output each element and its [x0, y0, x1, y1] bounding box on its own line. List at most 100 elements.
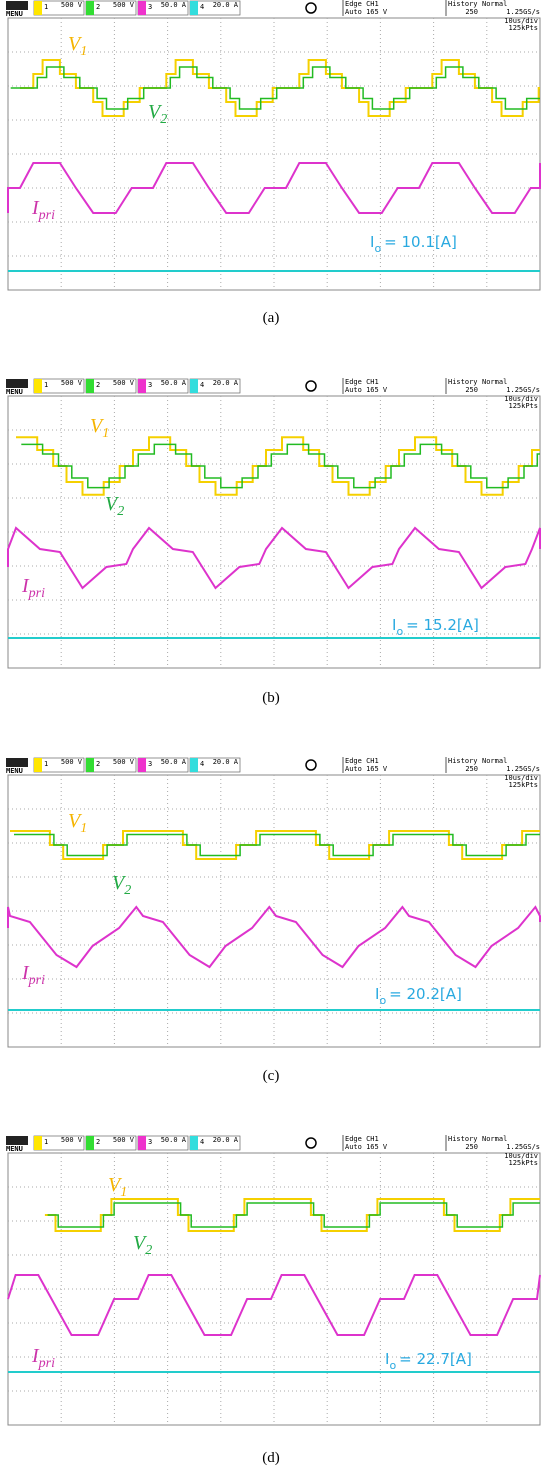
channel-number: 4 [200, 3, 204, 11]
caption: (c) [263, 1068, 280, 1084]
channel-scale: 500 V [113, 758, 135, 766]
label-sub: o [379, 994, 386, 1007]
channel-scale: 20.0 A [213, 379, 239, 387]
waveform-label: V2 [148, 101, 167, 127]
menu-icon [6, 1136, 28, 1145]
label-sub: pri [38, 208, 55, 223]
waveform-label: V1 [108, 1174, 127, 1200]
label-base: V [90, 415, 105, 437]
channel-number: 4 [200, 760, 204, 768]
channel-number: 2 [96, 381, 100, 389]
waveform-v1 [44, 1198, 540, 1232]
scope-panel: MENU 1 500 V 2 500 V 3 50.0 A 4 20.0 A Edge CH1Au… [6, 0, 541, 291]
waveform-label: V1 [68, 810, 87, 836]
channel-scale: 20.0 A [213, 758, 239, 766]
waveform-label: V2 [112, 872, 131, 898]
channel-color [190, 758, 198, 772]
channel-scale: 500 V [113, 1, 135, 9]
label-base: V [105, 493, 120, 515]
timebase-text: 10us/div [504, 1152, 538, 1160]
history-text: 250 [465, 1143, 478, 1151]
label-base: I [21, 962, 30, 984]
channel-number: 1 [44, 381, 48, 389]
waveform-v1 [10, 830, 540, 860]
trigger-text: Auto 165 V [345, 8, 388, 16]
waveform-v2 [10, 66, 540, 110]
mode-text: 1.25GS/s [506, 8, 540, 16]
channel-scale: 50.0 A [161, 1136, 187, 1144]
channel-color [86, 1136, 94, 1150]
trigger-text: Auto 165 V [345, 386, 388, 394]
channel-scale: 500 V [61, 758, 83, 766]
label-base: V [133, 1232, 148, 1254]
label-base: V [108, 1174, 123, 1196]
label-base: I [392, 616, 396, 634]
trigger-text: Edge CH1 [345, 1135, 379, 1143]
label-sub: o [389, 1359, 396, 1372]
history-text: 250 [465, 386, 478, 394]
channel-scale: 500 V [113, 379, 135, 387]
scope-panel: MENU 1 500 V 2 500 V 3 50.0 A 4 20.0 A Edge CH1Au… [6, 1135, 541, 1426]
history-text: 250 [465, 8, 478, 16]
label-sub: pri [28, 973, 45, 988]
waveform-ipri [7, 526, 541, 590]
label-base: V [112, 872, 127, 894]
waveform-label: V2 [133, 1232, 152, 1258]
label-sub: pri [28, 586, 45, 601]
label-base: V [68, 810, 83, 832]
channel-color [138, 758, 146, 772]
menu-icon [6, 758, 28, 767]
label-sub: 1 [80, 44, 87, 59]
waveform-ipri [7, 1274, 541, 1336]
mode-text: Normal [482, 0, 507, 8]
scope-panel: MENU 1 500 V 2 500 V 3 50.0 A 4 20.0 A Edge CH1Au… [6, 757, 541, 1048]
timebase-text: 125kPts [508, 24, 538, 32]
channel-color [190, 1136, 198, 1150]
mode-text: Normal [482, 378, 507, 386]
waveform-label: Io = 15.2[A] [392, 616, 479, 638]
channel-color [138, 1, 146, 15]
channel-color [138, 379, 146, 393]
label-sub: 2 [145, 1243, 152, 1258]
channel-number: 4 [200, 381, 204, 389]
mode-text: Normal [482, 1135, 507, 1143]
channel-scale: 500 V [61, 1136, 83, 1144]
channel-number: 3 [148, 3, 152, 11]
channel-color [190, 1, 198, 15]
label-base: V [148, 101, 163, 123]
caption: (b) [262, 690, 280, 706]
channel-number: 3 [148, 760, 152, 768]
channel-number: 4 [200, 1138, 204, 1146]
trigger-text: Auto 165 V [345, 765, 388, 773]
waveform-label: V1 [90, 415, 109, 441]
channel-scale: 20.0 A [213, 1, 239, 9]
history-text: History [448, 378, 478, 386]
zoom-icon [305, 759, 317, 771]
waveform-label: Ipri [21, 575, 45, 601]
label-sub: o [396, 625, 403, 638]
timebase-text: 10us/div [504, 395, 538, 403]
zoom-icon [305, 1137, 317, 1149]
menu-label: MENU [6, 388, 23, 396]
waveform-label: Io = 20.2[A] [375, 985, 462, 1007]
trigger-text: Edge CH1 [345, 378, 379, 386]
label-sub: 2 [160, 112, 167, 127]
channel-scale: 500 V [61, 379, 83, 387]
label-text: = 20.2[A] [389, 985, 462, 1003]
channel-color [34, 379, 42, 393]
history-text: History [448, 0, 478, 8]
label-sub: 2 [124, 883, 131, 898]
label-text: = 22.7[A] [399, 1350, 472, 1368]
waveform-label: V2 [105, 493, 124, 519]
label-base: I [31, 197, 40, 219]
channel-number: 1 [44, 760, 48, 768]
channel-color [86, 758, 94, 772]
history-text: 250 [465, 765, 478, 773]
label-sub: 2 [117, 504, 124, 519]
menu-label: MENU [6, 10, 23, 18]
timebase-text: 10us/div [504, 774, 538, 782]
caption: (a) [263, 310, 280, 326]
waveform-v2 [47, 1202, 540, 1228]
mode-text: 1.25GS/s [506, 386, 540, 394]
